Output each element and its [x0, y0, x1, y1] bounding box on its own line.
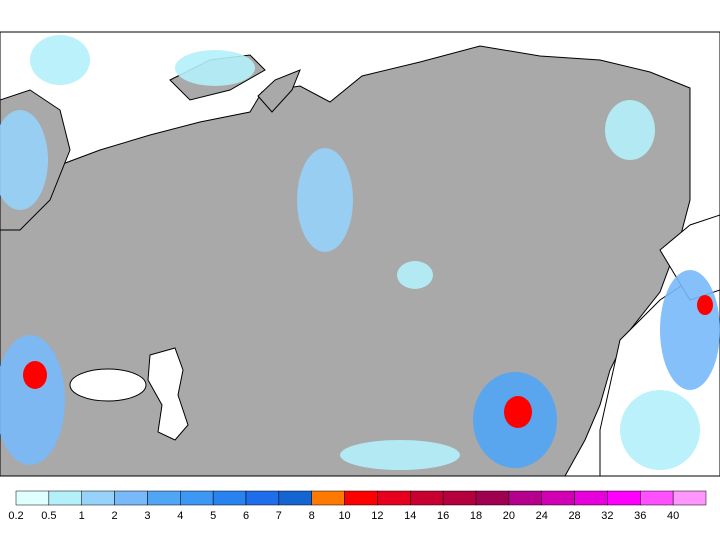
legend-label: 18	[470, 510, 482, 522]
legend-swatch	[245, 490, 280, 506]
legend-label: 14	[404, 510, 416, 522]
rain-area	[0, 110, 48, 210]
legend-swatch	[344, 490, 378, 506]
legend-swatch	[311, 490, 345, 506]
legend-swatch	[442, 490, 477, 506]
legend-label: 2	[112, 510, 118, 522]
rain-area	[30, 35, 90, 85]
legend-label: 28	[568, 510, 580, 522]
legend-label: 4	[177, 510, 183, 522]
legend-swatch	[475, 490, 510, 506]
legend-label: 3	[144, 510, 150, 522]
legend-swatch	[508, 490, 542, 506]
caspian-sea	[147, 347, 189, 441]
color-legend: 0.2 0.5 1 2 3 4 5 6 7 8 10 12 14 16 18 20 24 28 32 36 40	[8, 490, 707, 522]
legend-swatch	[410, 490, 444, 506]
legend-label: 5	[210, 510, 216, 522]
legend-label: 16	[437, 510, 449, 522]
rain-core	[23, 361, 47, 389]
novaya-zemlya	[257, 69, 301, 113]
rain-core	[504, 396, 532, 428]
legend-swatch	[672, 490, 707, 506]
rain-area	[397, 261, 433, 289]
legend-label: 40	[667, 510, 679, 522]
legend-label: 7	[276, 510, 282, 522]
legend-label: 12	[371, 510, 383, 522]
legend-label: 36	[634, 510, 646, 522]
legend-swatch	[81, 490, 115, 506]
legend-swatch	[278, 490, 312, 506]
legend-swatch	[212, 490, 247, 506]
legend-label: 6	[243, 510, 249, 522]
legend-swatch	[180, 490, 214, 506]
legend-swatch	[377, 490, 411, 506]
legend-label: 0.5	[41, 510, 56, 522]
black-sea	[69, 368, 147, 402]
legend-label: 10	[338, 510, 350, 522]
rain-area	[340, 440, 460, 470]
legend-label: 32	[601, 510, 613, 522]
rain-area	[605, 100, 655, 160]
legend-swatch	[574, 490, 608, 506]
map	[0, 31, 720, 477]
rain-area	[620, 390, 700, 470]
rain-core	[697, 295, 713, 315]
legend-label: 1	[79, 510, 85, 522]
precipitation	[0, 35, 720, 470]
legend-label: 20	[503, 510, 515, 522]
legend-swatch	[147, 490, 181, 506]
legend-label: 8	[309, 510, 315, 522]
legend-label: 0.2	[8, 510, 23, 522]
rain-area	[660, 270, 720, 390]
legend-label: 24	[536, 510, 548, 522]
legend-swatch	[48, 490, 82, 506]
legend-swatch	[607, 490, 641, 506]
rain-area	[175, 50, 255, 86]
legend-swatch	[15, 490, 50, 506]
legend-swatch	[640, 490, 674, 506]
rain-area	[0, 335, 65, 465]
legend-swatch	[541, 490, 575, 506]
legend-swatch	[114, 490, 148, 506]
rain-area	[297, 148, 353, 252]
